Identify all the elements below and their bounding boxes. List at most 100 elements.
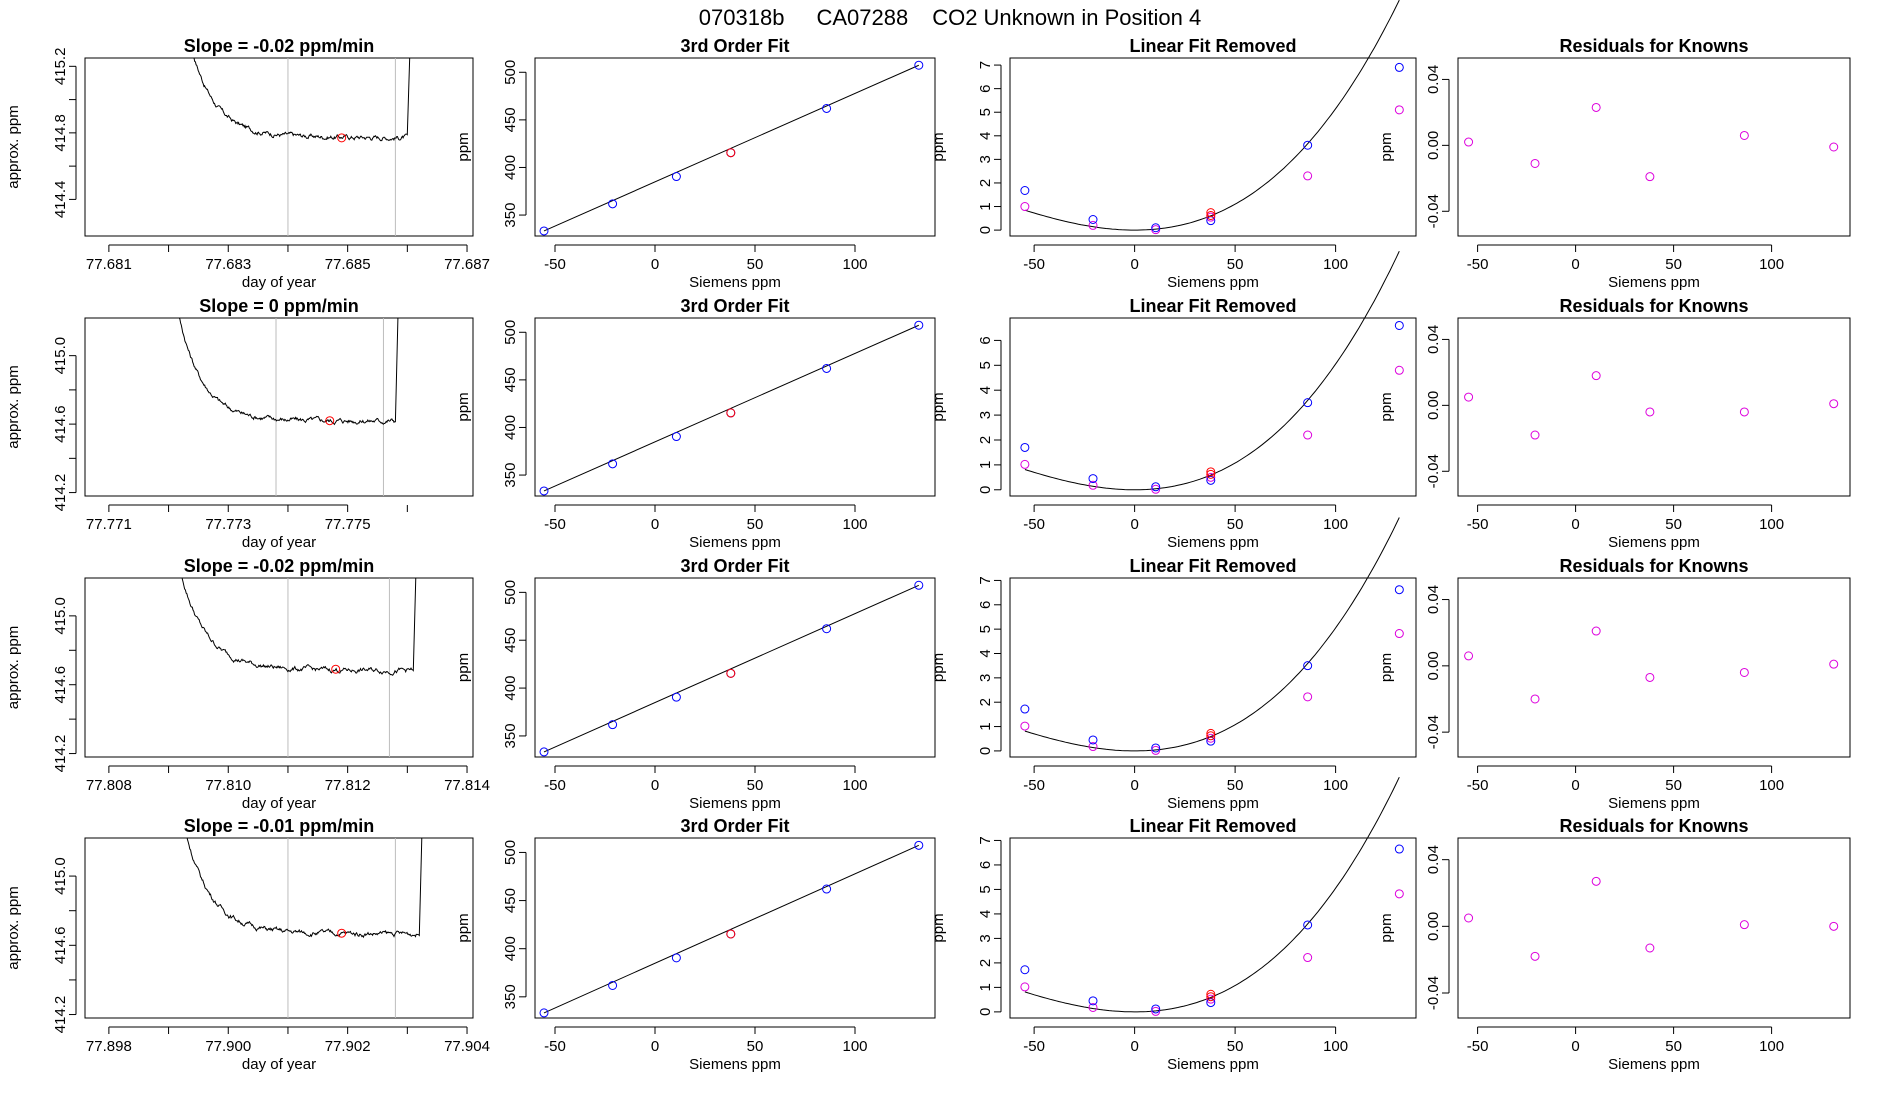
known-point: [608, 459, 618, 469]
x-tick-label: 0: [1571, 516, 1579, 533]
panel-title: Slope = 0 ppm/min: [199, 296, 359, 316]
known-point: [1303, 920, 1313, 930]
known-point: [539, 747, 549, 757]
x-tick-label: -50: [544, 256, 566, 273]
residual-point: [1739, 130, 1749, 140]
x-tick-label: 100: [1759, 1038, 1784, 1055]
panel-title: Residuals for Knowns: [1559, 296, 1748, 316]
panel-trace-row-2: 77.771 77.773 77.775 414.2 414.6 415.0 Slope =…: [5, 296, 474, 551]
known-point: [1020, 185, 1030, 195]
known-point-linear: [1088, 742, 1098, 752]
plot-frame: [1457, 57, 1851, 237]
known-point: [914, 840, 924, 850]
residual-point: [1645, 407, 1655, 417]
panel-title: Slope = -0.01 ppm/min: [184, 816, 375, 836]
y-tick-label: 415.2: [52, 48, 69, 86]
known-point: [914, 60, 924, 70]
x-tick-label: -50: [1467, 777, 1489, 794]
known-point-linear: [1151, 1006, 1161, 1016]
x-tick-label: 0: [651, 1038, 659, 1055]
panel-title: 3rd Order Fit: [680, 556, 789, 576]
x-tick-label: 100: [842, 516, 867, 533]
x-tick-label: 50: [747, 1038, 764, 1055]
known-point-linear: [1020, 982, 1030, 992]
y-tick-label: 0.00: [1425, 651, 1442, 680]
y-tick-label: 400: [502, 936, 519, 961]
plot-frame: [1009, 317, 1417, 497]
known-point: [1020, 704, 1030, 714]
plot-frame: [84, 577, 474, 758]
panel-residuals-row-1: -50 0 50 100 -0.04 0.00 0.04 Residuals for Know…: [1378, 36, 1851, 291]
known-point-linear: [1020, 721, 1030, 731]
known-point: [539, 1008, 549, 1018]
unknown-point: [1206, 992, 1216, 1002]
y-tick-label: 0.00: [1425, 131, 1442, 160]
known-point-linear: [1088, 220, 1098, 230]
residual-point: [1530, 430, 1540, 440]
plot-frame: [534, 317, 936, 497]
plot-frame: [84, 317, 474, 497]
title-description: CO2 Unknown in Position 4: [932, 5, 1201, 30]
y-tick-label: 414.2: [52, 996, 69, 1034]
residual-point: [1530, 694, 1540, 704]
x-tick-label: 77.904: [444, 1038, 490, 1055]
panel-3rd-order-fit-row-1: -50 0 50 100 350 400 450 500 3rd Order Fit Siemen…: [455, 36, 936, 291]
known-point-linear: [1151, 484, 1161, 494]
residual-point: [1464, 137, 1474, 147]
plot-frame: [1009, 57, 1417, 237]
x-tick-label: 50: [747, 256, 764, 273]
x-tick-label: 100: [842, 777, 867, 794]
plot-frame: [534, 577, 936, 758]
y-tick-label: 4: [977, 910, 994, 918]
panel-linear-fit-removed-row-2: -50 0 50 100 0 1 2 3 4 5 6 Linear Fit Removed Siemen…: [930, 250, 1417, 551]
x-tick-label: 77.812: [325, 777, 371, 794]
x-tick-label: 50: [1665, 1038, 1682, 1055]
known-point-linear: [1394, 629, 1404, 639]
y-tick-label: 450: [502, 888, 519, 913]
known-point: [822, 363, 832, 373]
known-point-linear: [1206, 472, 1216, 482]
residual-point: [1591, 876, 1601, 886]
residual-point: [1530, 158, 1540, 168]
unknown-point: [726, 929, 736, 939]
plot-frame: [1009, 837, 1417, 1019]
known-point: [1088, 735, 1098, 745]
known-point-linear: [1020, 459, 1030, 469]
known-point: [822, 103, 832, 113]
x-tick-label: 50: [747, 516, 764, 533]
y-tick-label: 400: [502, 155, 519, 180]
x-tick-label: 77.898: [86, 1038, 132, 1055]
x-tick-label: 77.687: [444, 256, 490, 273]
x-tick-label: -50: [544, 777, 566, 794]
panel-trace-row-1: 77.681 77.683 77.685 77.687 414.4 414.8 415.2 S…: [5, 36, 490, 291]
y-axis-label: ppm: [455, 132, 472, 161]
x-tick-label: 77.771: [86, 516, 132, 533]
known-point: [671, 953, 681, 963]
y-tick-label: 414.6: [52, 405, 69, 443]
y-tick-label: 414.2: [52, 474, 69, 512]
x-tick-label: 77.775: [325, 516, 371, 533]
x-axis-label: Siemens ppm: [1608, 274, 1700, 291]
fit-line: [543, 584, 920, 753]
x-axis-label: day of year: [242, 534, 316, 551]
known-point-linear: [1303, 430, 1313, 440]
unknown-point: [726, 668, 736, 678]
fit-curve: [1024, 0, 1400, 231]
known-point: [1151, 482, 1161, 492]
x-tick-label: 0: [1130, 1038, 1138, 1055]
x-tick-label: 100: [1759, 256, 1784, 273]
y-tick-label: 414.4: [52, 181, 69, 219]
y-axis-label: ppm: [455, 913, 472, 942]
x-tick-label: 50: [1227, 516, 1244, 533]
x-axis-label: Siemens ppm: [1167, 795, 1259, 812]
panel-linear-fit-removed-row-4: -50 0 50 100 0 1 2 3 4 5 6 7 Linear Fit Removed Sieme…: [930, 776, 1417, 1073]
known-point: [1151, 1004, 1161, 1014]
known-point: [1394, 585, 1404, 595]
x-axis-label: day of year: [242, 1056, 316, 1073]
x-axis-label: day of year: [242, 795, 316, 812]
analyzer-trace-line: [193, 58, 411, 142]
known-point-linear: [1088, 1002, 1098, 1012]
x-tick-label: 0: [1571, 256, 1579, 273]
residual-point: [1591, 371, 1601, 381]
